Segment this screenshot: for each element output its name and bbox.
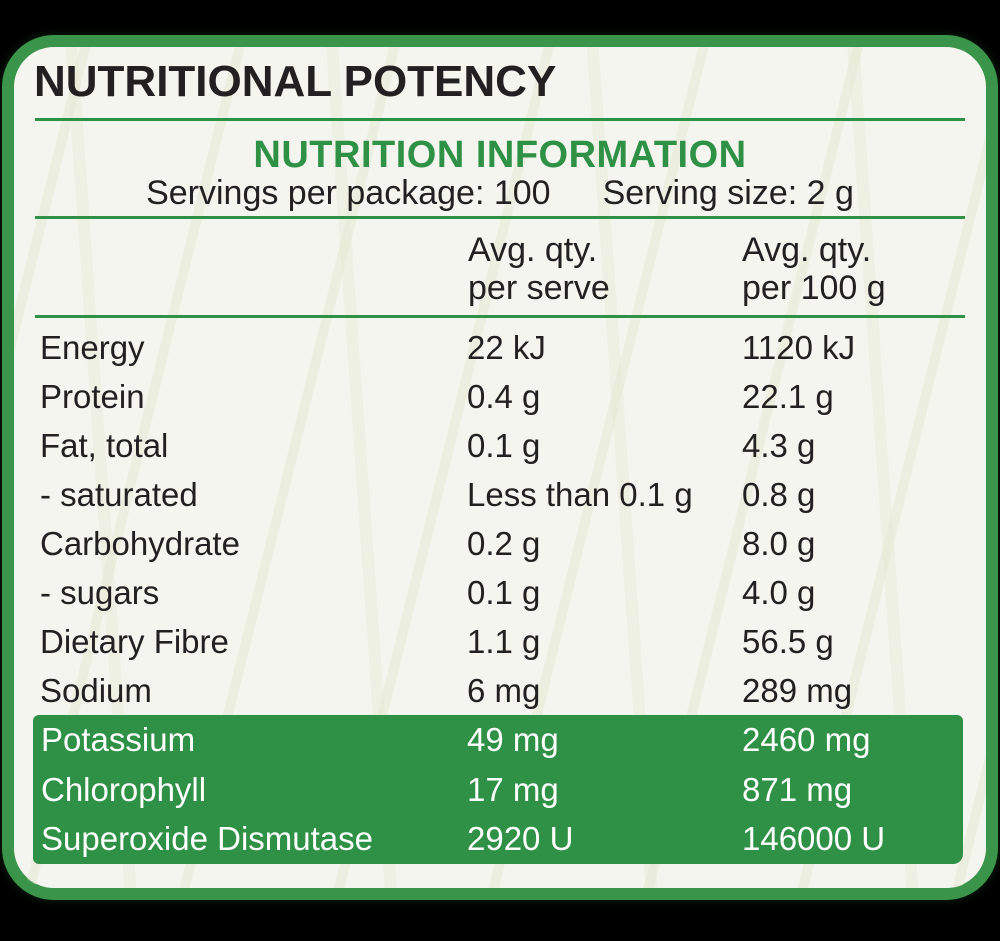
value-per-100g: 56.5 g	[742, 623, 834, 660]
value-per-serve: 0.4 g	[467, 378, 541, 415]
nutrient-name: - sugars	[40, 574, 160, 611]
page-title: NUTRITIONAL POTENCY	[34, 57, 557, 106]
table-row-highlighted: Chlorophyll 17 mg 871 mg	[33, 765, 963, 815]
nutrient-name: Potassium	[41, 721, 196, 758]
value-per-serve: 6 mg	[467, 672, 541, 709]
value-per-100g: 4.0 g	[742, 574, 816, 611]
table-row: - saturated Less than 0.1 g 0.8 g	[35, 470, 965, 519]
highlighted-rows-band: Potassium 49 mg 2460 mg Chlorophyll 17 m…	[33, 715, 963, 864]
value-per-serve: 1.1 g	[467, 623, 541, 660]
value-per-100g: 2460 mg	[742, 721, 871, 758]
value-per-100g: 289 mg	[742, 672, 853, 709]
nutrient-name: Carbohydrate	[40, 525, 240, 562]
servings-line: Servings per package: 100 Serving size: …	[14, 174, 986, 212]
table-row: Fat, total 0.1 g 4.3 g	[35, 421, 965, 470]
nutrient-name: Superoxide Dismutase	[41, 820, 373, 858]
value-per-100g: 8.0 g	[742, 525, 816, 562]
value-per-serve: 22 kJ	[467, 329, 546, 366]
table-row: - sugars 0.1 g 4.0 g	[35, 568, 965, 617]
table-row: Energy 22 kJ 1120 kJ	[35, 323, 965, 372]
nutrient-name: - saturated	[40, 476, 198, 513]
nutrient-name: Energy	[40, 329, 145, 366]
nutrient-name: Fat, total	[40, 427, 169, 464]
value-per-serve: 2920 U	[467, 820, 574, 858]
nutrition-label-panel: NUTRITIONAL POTENCY NUTRITION INFORMATIO…	[2, 35, 998, 900]
nutrient-name: Protein	[40, 378, 145, 415]
table-row: Dietary Fibre 1.1 g 56.5 g	[35, 617, 965, 666]
value-per-serve: 0.1 g	[467, 574, 541, 611]
value-per-100g: 146000 U	[742, 820, 886, 858]
table-row-highlighted: Superoxide Dismutase 2920 U 146000 U	[33, 814, 963, 864]
value-per-100g: 4.3 g	[742, 427, 816, 464]
green-divider-top	[35, 118, 965, 121]
servings-per-package: Servings per package: 100	[146, 174, 551, 212]
table-row-highlighted: Potassium 49 mg 2460 mg	[33, 715, 963, 765]
green-divider-header	[35, 315, 965, 318]
value-per-serve: 17 mg	[467, 770, 559, 808]
nutrition-information-heading: NUTRITION INFORMATION	[253, 134, 747, 176]
value-per-serve: Less than 0.1 g	[467, 476, 693, 513]
value-per-100g: 22.1 g	[742, 378, 834, 415]
nutrient-name: Dietary Fibre	[40, 623, 229, 660]
serving-size: Serving size: 2 g	[602, 174, 854, 212]
value-per-serve: 49 mg	[467, 721, 559, 758]
value-per-100g: 871 mg	[742, 770, 853, 808]
column-header-per-100g: Avg. qty. per 100 g	[742, 231, 886, 307]
table-row: Protein 0.4 g 22.1 g	[35, 372, 965, 421]
green-divider-servings	[35, 216, 965, 219]
nutrient-name: Chlorophyll	[41, 770, 207, 808]
column-header-per-serve: Avg. qty. per serve	[468, 231, 610, 307]
value-per-100g: 0.8 g	[742, 476, 816, 513]
value-per-serve: 0.2 g	[467, 525, 541, 562]
nutrient-name: Sodium	[40, 672, 152, 709]
value-per-serve: 0.1 g	[467, 427, 541, 464]
value-per-100g: 1120 kJ	[742, 329, 856, 366]
nutrient-rows: Energy 22 kJ 1120 kJ Protein 0.4 g 22.1 …	[35, 323, 965, 715]
table-row: Carbohydrate 0.2 g 8.0 g	[35, 519, 965, 568]
table-row: Sodium 6 mg 289 mg	[35, 666, 965, 715]
